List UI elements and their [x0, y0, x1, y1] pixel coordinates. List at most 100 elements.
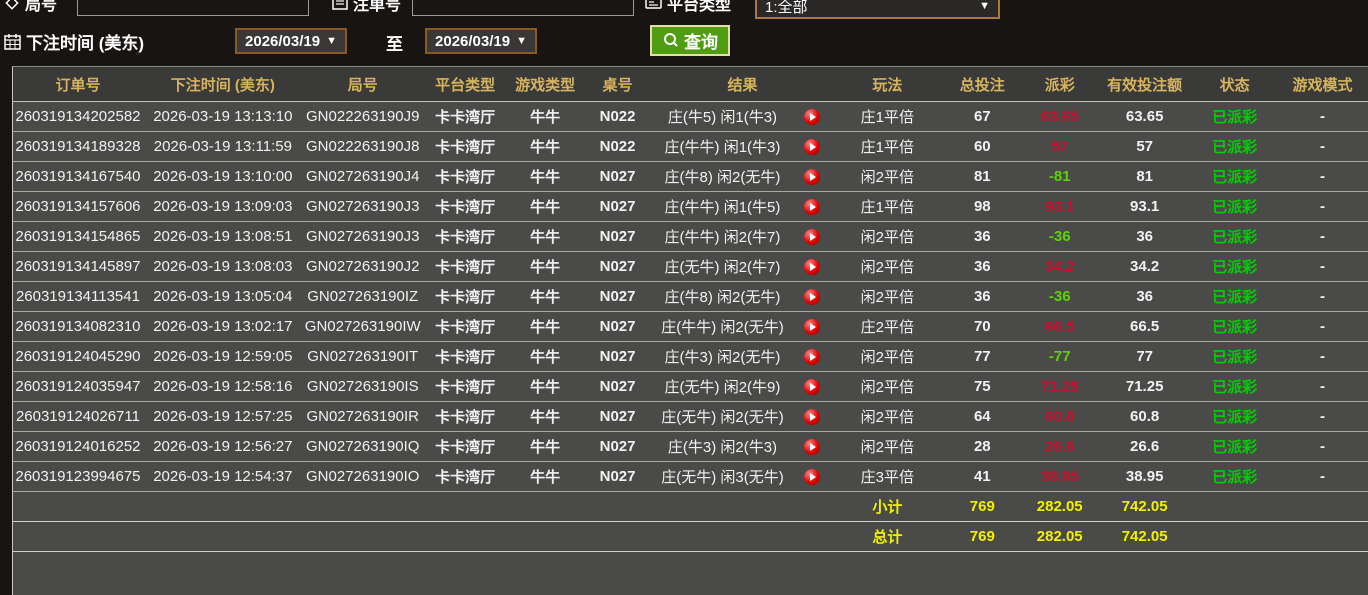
cell-play-type: 庄1平倍: [860, 199, 915, 216]
replay-play-icon[interactable]: [804, 348, 821, 365]
cell-valid-bet: 66.5: [1130, 318, 1160, 335]
replay-play-icon[interactable]: [804, 318, 821, 335]
cell-result: 庄(牛牛) 闲1(牛3): [653, 136, 833, 157]
replay-play-icon[interactable]: [804, 108, 821, 125]
cell-total-bet: 60: [973, 138, 991, 155]
round-number-input[interactable]: [77, 0, 309, 16]
col-header-valid-bet: 有效投注额: [1107, 76, 1183, 94]
cell-round-number: GN027263190J4: [306, 168, 420, 185]
chevron-down-icon: ▼: [516, 35, 527, 47]
replay-play-icon[interactable]: [804, 468, 821, 485]
cell-result: 庄(牛5) 闲1(牛3): [653, 106, 833, 127]
bets-table: 订单号 下注时间 (美东) 局号 平台类型 游戏类型 桌号 结果 玩法 总投注 派彩 有效投注额 状态…: [12, 66, 1368, 595]
cell-order-number: 260319134113541: [15, 288, 140, 305]
cell-game-mode: -: [1320, 348, 1326, 365]
cell-table-number: N027: [599, 228, 636, 245]
cell-game-type: 牛牛: [530, 109, 561, 126]
cell-status: 已派彩: [1212, 289, 1258, 306]
result-text: 庄(牛牛) 闲2(牛7): [664, 229, 781, 246]
subtotal-row-total-bet: 769: [969, 498, 995, 515]
replay-play-icon[interactable]: [804, 138, 821, 155]
col-header-game-type: 游戏类型: [515, 76, 576, 94]
cell-order-number: 260319134167540: [15, 168, 141, 185]
platform-filter-label: 平台类型: [667, 0, 732, 14]
cell-result: 庄(牛8) 闲2(无牛): [653, 166, 833, 187]
replay-play-icon[interactable]: [804, 378, 821, 395]
cell-game-type: 牛牛: [530, 439, 561, 456]
platform-selected-value: 1:全部: [765, 0, 808, 16]
cell-bet-time: 2026-03-19 13:02:17: [153, 318, 293, 335]
result-text: 庄(牛3) 闲2(无牛): [664, 349, 781, 366]
result-text: 庄(无牛) 闲3(无牛): [661, 469, 784, 486]
col-header-status: 状态: [1219, 76, 1250, 94]
table-row: 260319134082310 2026-03-19 13:02:17 GN0272…: [13, 312, 1368, 342]
cell-status: 已派彩: [1212, 109, 1258, 126]
cell-status: 已派彩: [1212, 199, 1258, 216]
table-row: 260319124026711 2026-03-19 12:57:25 GN0272…: [13, 402, 1368, 432]
cell-payout: 71.25: [1040, 378, 1079, 395]
cell-payout: 26.6: [1045, 438, 1075, 455]
table-header: 订单号 下注时间 (美东) 局号 平台类型 游戏类型 桌号 结果 玩法 总投注 派彩 有效投注额 状态…: [13, 67, 1368, 102]
query-button-label: 查询: [684, 33, 718, 52]
table-row: 260319134154865 2026-03-19 13:08:51 GN0272…: [13, 222, 1368, 252]
replay-play-icon[interactable]: [804, 228, 821, 245]
cell-order-number: 260319134157606: [15, 198, 141, 215]
cell-game-type: 牛牛: [530, 199, 561, 216]
cell-payout: 57: [1051, 138, 1069, 155]
cell-total-bet: 36: [973, 228, 991, 245]
cell-play-type: 闲2平倍: [860, 259, 915, 276]
replay-play-icon[interactable]: [804, 438, 821, 455]
date-from-picker[interactable]: 2026/03/19 ▼: [235, 28, 347, 54]
cell-table-number: N027: [599, 348, 636, 365]
cell-table-number: N027: [599, 288, 636, 305]
cell-play-type: 闲2平倍: [860, 409, 915, 426]
date-to-value: 2026/03/19: [435, 32, 511, 50]
replay-play-icon[interactable]: [804, 288, 821, 305]
cell-game-type: 牛牛: [530, 139, 561, 156]
cell-total-bet: 41: [973, 468, 991, 485]
cell-payout: 93.1: [1045, 198, 1075, 215]
date-to-picker[interactable]: 2026/03/19 ▼: [425, 28, 537, 54]
bet-id-filter-label: 注单号: [353, 0, 402, 14]
cell-valid-bet: 36: [1136, 228, 1153, 245]
calendar-icon: [4, 33, 21, 50]
cell-total-bet: 28: [973, 438, 991, 455]
cell-payout: 34.2: [1045, 258, 1075, 275]
cell-bet-time: 2026-03-19 13:05:04: [153, 288, 293, 305]
cell-game-mode: -: [1320, 138, 1326, 155]
cell-status: 已派彩: [1212, 319, 1258, 336]
cell-result: 庄(无牛) 闲2(牛9): [653, 376, 833, 397]
platform-select[interactable]: 1:全部 ▼: [755, 0, 1000, 19]
cell-play-type: 庄1平倍: [860, 109, 915, 126]
cell-valid-bet: 77: [1136, 348, 1153, 365]
cell-table-number: N027: [599, 408, 636, 425]
cell-result: 庄(牛牛) 闲2(无牛): [653, 316, 833, 337]
replay-play-icon[interactable]: [804, 168, 821, 185]
bet-id-input[interactable]: [412, 0, 634, 16]
cell-payout: 38.95: [1040, 468, 1079, 485]
cell-bet-time: 2026-03-19 12:56:27: [153, 438, 293, 455]
col-header-play-type: 玩法: [872, 76, 903, 94]
query-button[interactable]: 查询: [650, 25, 730, 56]
cell-bet-time: 2026-03-19 13:08:03: [153, 258, 293, 275]
cell-table-number: N027: [599, 438, 636, 455]
cell-game-mode: -: [1320, 288, 1326, 305]
replay-play-icon[interactable]: [804, 258, 821, 275]
cell-result: 庄(牛3) 闲2(无牛): [653, 346, 833, 367]
table-row: 260319134145897 2026-03-19 13:08:03 GN0272…: [13, 252, 1368, 282]
total-row: 总计 769 282.05 742.05: [13, 522, 1368, 552]
table-row: 260319134189328 2026-03-19 13:11:59 GN0222…: [13, 132, 1368, 162]
replay-play-icon[interactable]: [804, 198, 821, 215]
cell-round-number: GN027263190J2: [306, 258, 420, 275]
cell-payout: 60.8: [1045, 408, 1075, 425]
total-row-valid-bet: 742.05: [1121, 528, 1168, 545]
cell-bet-time: 2026-03-19 13:09:03: [153, 198, 293, 215]
cell-game-mode: -: [1320, 168, 1326, 185]
to-label: 至: [386, 35, 403, 54]
cell-total-bet: 36: [973, 258, 991, 275]
subtotal-row-label: 小计: [872, 499, 903, 516]
platform-type-icon: [645, 0, 662, 11]
cell-game-type: 牛牛: [530, 289, 561, 306]
cell-platform-type: 卡卡湾厅: [435, 469, 496, 486]
replay-play-icon[interactable]: [804, 408, 821, 425]
